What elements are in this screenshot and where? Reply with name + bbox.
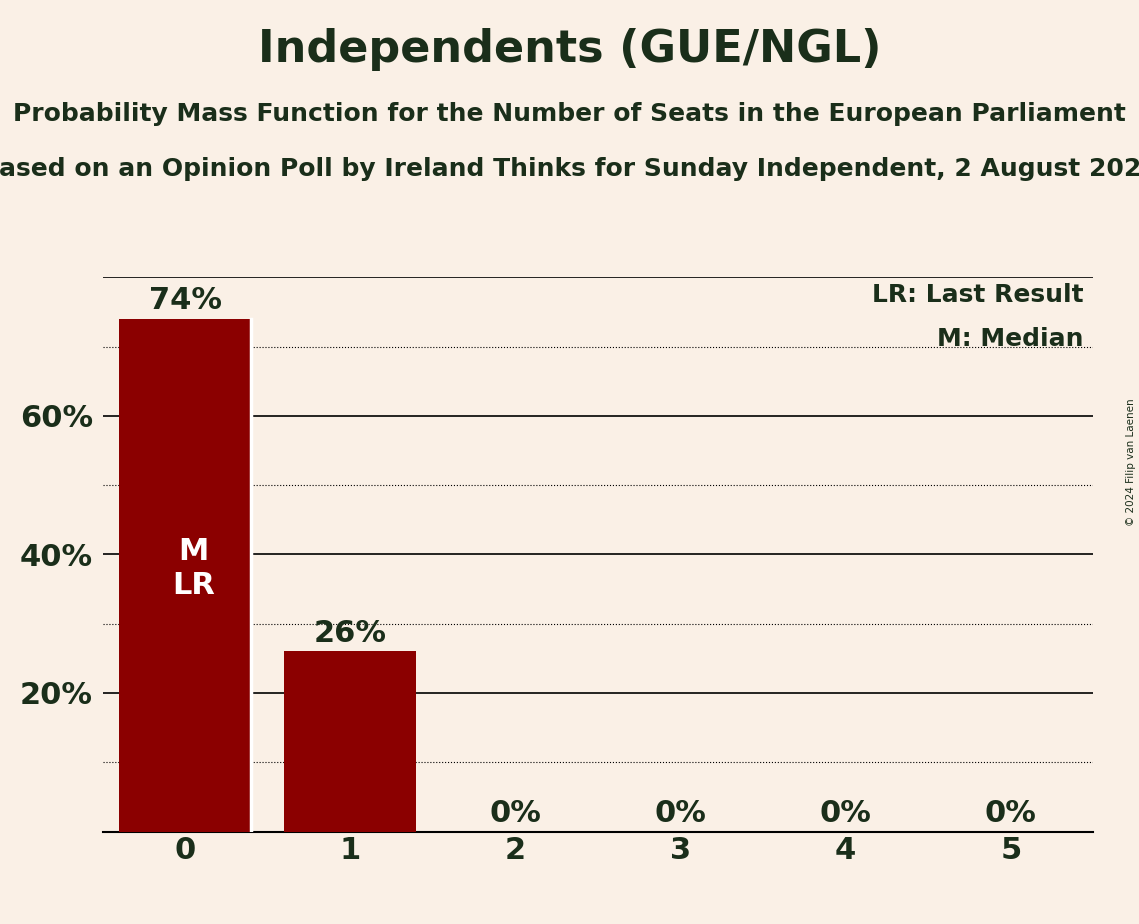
Text: Independents (GUE/NGL): Independents (GUE/NGL) xyxy=(257,28,882,71)
Bar xyxy=(285,651,417,832)
Text: 0%: 0% xyxy=(655,799,706,828)
Text: M: Median: M: Median xyxy=(937,327,1083,351)
Bar xyxy=(118,319,251,832)
Text: 26%: 26% xyxy=(313,619,387,648)
Text: M
LR: M LR xyxy=(172,537,215,600)
Text: Probability Mass Function for the Number of Seats in the European Parliament: Probability Mass Function for the Number… xyxy=(13,102,1126,126)
Text: 0%: 0% xyxy=(820,799,871,828)
Text: © 2024 Filip van Laenen: © 2024 Filip van Laenen xyxy=(1126,398,1136,526)
Text: Based on an Opinion Poll by Ireland Thinks for Sunday Independent, 2 August 2024: Based on an Opinion Poll by Ireland Thin… xyxy=(0,157,1139,181)
Text: 0%: 0% xyxy=(490,799,541,828)
Text: 0%: 0% xyxy=(985,799,1036,828)
Text: 74%: 74% xyxy=(148,286,222,315)
Text: LR: Last Result: LR: Last Result xyxy=(872,283,1083,307)
